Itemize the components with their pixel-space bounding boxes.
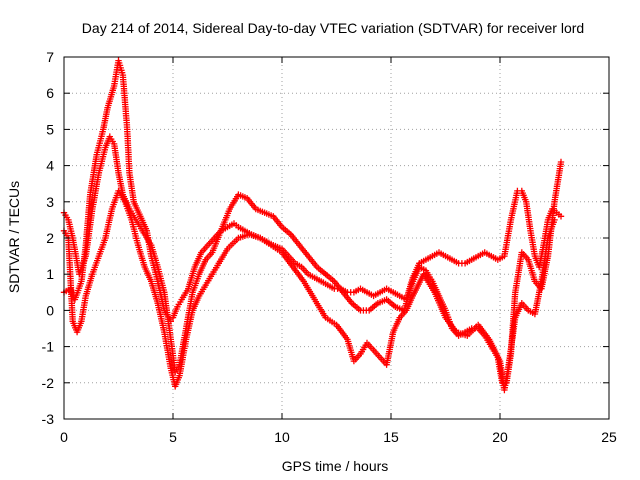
x-tick-label: 0 <box>60 429 68 445</box>
data-point <box>551 216 558 224</box>
grid <box>64 57 609 419</box>
x-axis-label: GPS time / hours <box>282 458 389 474</box>
data-point <box>557 213 565 220</box>
y-tick-label: 2 <box>46 230 54 246</box>
y-tick-label: 4 <box>46 158 54 174</box>
axis-ticks: 0 5 10 15 20 25 -3 -2 -1 0 1 2 3 4 5 6 7 <box>42 49 617 445</box>
y-tick-label: 7 <box>46 49 54 65</box>
y-tick-label: 0 <box>46 302 54 318</box>
y-tick-label: -3 <box>42 411 55 427</box>
data-point <box>557 158 565 166</box>
y-tick-label: 1 <box>46 266 54 282</box>
x-tick-label: 15 <box>383 429 399 445</box>
data-points <box>60 57 565 394</box>
x-tick-label: 20 <box>492 429 508 445</box>
x-tick-label: 10 <box>274 429 290 445</box>
y-tick-label: -2 <box>42 375 55 391</box>
y-tick-label: -1 <box>42 339 55 355</box>
chart-title: Day 214 of 2014, Sidereal Day-to-day VTE… <box>82 20 584 36</box>
y-tick-label: 3 <box>46 194 54 210</box>
y-tick-label: 5 <box>46 121 54 137</box>
x-tick-label: 5 <box>169 429 177 445</box>
x-tick-label: 25 <box>601 429 617 445</box>
y-tick-label: 6 <box>46 85 54 101</box>
y-axis-label: SDTVAR / TECUs <box>6 181 22 293</box>
